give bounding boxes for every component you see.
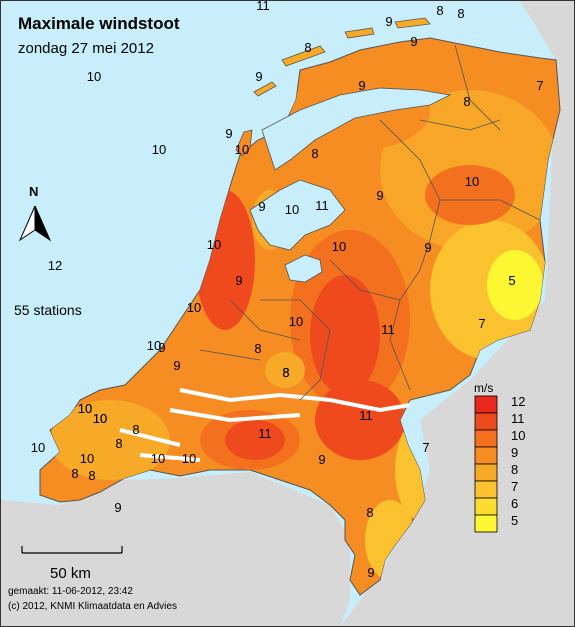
map-title: Maximale windstoot xyxy=(18,14,180,33)
station-value: 9 xyxy=(385,14,392,29)
island-terschelling xyxy=(281,45,326,67)
scale-bar-label: 50 km xyxy=(50,565,91,582)
legend: 12 11 10 9 8 7 6 5 xyxy=(474,394,525,533)
station-value: 8 xyxy=(88,468,95,483)
station-value: 10 xyxy=(147,338,161,353)
station-value: 11 xyxy=(381,322,395,337)
station-value: 7 xyxy=(536,78,543,93)
station-value: 10 xyxy=(78,401,92,416)
north-arrow xyxy=(18,205,52,242)
legend-swatch xyxy=(474,446,498,465)
station-value: 10 xyxy=(152,142,166,157)
markermeer xyxy=(284,254,323,283)
station-value: 9 xyxy=(258,199,265,214)
legend-swatch xyxy=(474,497,498,516)
station-value: 10 xyxy=(78,401,92,416)
station-value: 10 xyxy=(93,411,107,426)
station-value: 8 xyxy=(457,6,464,21)
legend-swatch xyxy=(474,514,498,533)
legend-label: 7 xyxy=(511,479,518,494)
outside-land-germany xyxy=(340,0,575,627)
station-value: 10 xyxy=(31,440,45,455)
legend-swatch xyxy=(474,463,498,482)
legend-label: 6 xyxy=(511,496,518,511)
station-value: 10 xyxy=(182,451,196,466)
station-value: 9 xyxy=(114,500,121,515)
station-value: 9 xyxy=(235,273,242,288)
station-value: 10 xyxy=(187,300,201,315)
legend-swatch xyxy=(474,480,498,499)
station-value: 10 xyxy=(332,239,346,254)
station-value: 8 xyxy=(115,436,122,451)
scale-bar xyxy=(21,546,123,554)
station-value: 11 xyxy=(258,426,272,441)
station-value: 7 xyxy=(422,440,429,455)
station-value: 7 xyxy=(478,316,485,331)
station-value: 10 xyxy=(87,69,101,84)
north-label: N xyxy=(29,184,39,199)
station-value: 9 xyxy=(358,78,365,93)
station-value: 9 xyxy=(318,452,325,467)
legend-label: 9 xyxy=(511,445,518,460)
legend-label: 8 xyxy=(511,462,518,477)
station-value: 8 xyxy=(311,146,318,161)
station-value: 8 xyxy=(132,422,139,437)
legend-label: 12 xyxy=(511,394,525,409)
station-value: 10 xyxy=(285,202,299,217)
station-value: 9 xyxy=(158,340,165,355)
station-value: 10 xyxy=(93,411,107,426)
legend-swatch xyxy=(474,412,498,431)
map-subtitle: zondag 27 mei 2012 xyxy=(18,40,154,57)
outside-land-belgium xyxy=(0,472,350,627)
station-value: 8 xyxy=(304,40,311,55)
station-value: 9 xyxy=(410,34,417,49)
station-value: 8 xyxy=(436,3,443,18)
station-value: 10 xyxy=(151,451,165,466)
station-value: 12 xyxy=(48,258,62,273)
footer-made: gemaakt: 11-06-2012, 23:42 xyxy=(8,586,133,597)
ijsselmeer xyxy=(249,179,346,251)
rivers xyxy=(119,388,411,462)
station-value: 8 xyxy=(71,466,78,481)
station-value: 9 xyxy=(255,69,262,84)
station-value: 11 xyxy=(256,0,270,13)
station-value: 5 xyxy=(508,273,515,288)
legend-label: 5 xyxy=(511,513,518,528)
legend-swatch xyxy=(474,395,498,414)
station-value: 10 xyxy=(207,237,221,252)
station-value: 10 xyxy=(80,451,94,466)
station-value: 9 xyxy=(367,565,374,580)
station-value: 11 xyxy=(359,408,373,423)
island-schiermonnikoog xyxy=(394,17,431,29)
station-value: 10 xyxy=(465,174,479,189)
wadden-sea xyxy=(261,87,452,171)
station-value: 8 xyxy=(254,341,261,356)
island-texel xyxy=(235,129,253,157)
station-value: 11 xyxy=(315,198,329,213)
station-value: 9 xyxy=(173,358,180,373)
station-value: 8 xyxy=(282,365,289,380)
station-value: 8 xyxy=(463,94,470,109)
legend-label: 11 xyxy=(511,411,525,426)
station-value: 8 xyxy=(282,365,289,380)
island-vlieland xyxy=(253,81,277,97)
station-value: 10 xyxy=(289,314,303,329)
station-value: 9 xyxy=(376,188,383,203)
station-value: 9 xyxy=(424,240,431,255)
station-value: 8 xyxy=(366,505,373,520)
footer-copyright: (c) 2012, KNMI Klimaatdata en Advies xyxy=(8,601,177,612)
station-value: 10 xyxy=(235,142,249,157)
legend-swatch xyxy=(474,429,498,448)
province-borders xyxy=(199,44,541,401)
stations-count: 55 stations xyxy=(14,302,82,318)
island-ameland xyxy=(344,27,375,39)
station-value: 9 xyxy=(225,126,232,141)
legend-unit: m/s xyxy=(474,381,494,395)
legend-label: 10 xyxy=(511,428,525,443)
